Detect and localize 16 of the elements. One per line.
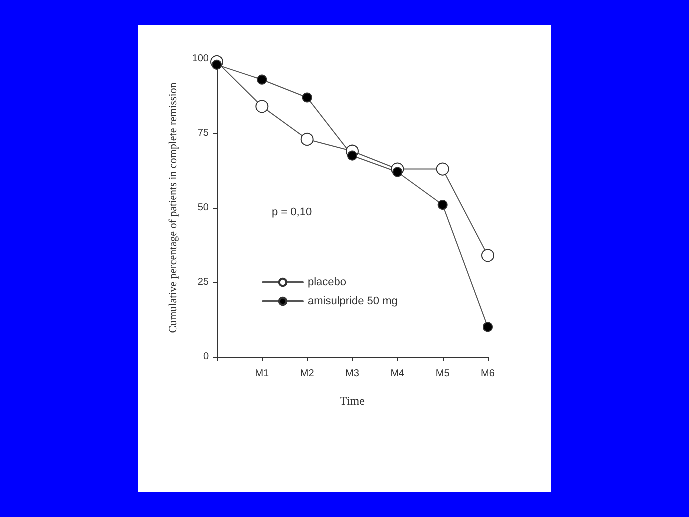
y-tick-label: 0 [203,352,210,362]
x-tick-label: M2 [300,368,315,380]
x-tick-label: M6 [481,368,496,380]
x-tick-label: M5 [436,368,450,380]
x-tick-label: M3 [346,368,360,380]
legend-label: placebo [308,276,347,288]
y-tick-label: 100 [192,54,210,64]
annotation: p = 0,10 [272,206,312,218]
x-tick-label: M1 [255,368,270,380]
y-tick-label: 25 [198,277,210,288]
legend-label: amisulpride 50 mg [308,296,398,308]
x-axis-title: Time [340,394,365,408]
y-axis-title: Cumulative percentage of patients in complete remission [168,82,180,334]
y-tick-label: 75 [198,128,210,139]
y-tick-label: 50 [198,202,210,214]
x-tick-label: M4 [390,368,406,380]
